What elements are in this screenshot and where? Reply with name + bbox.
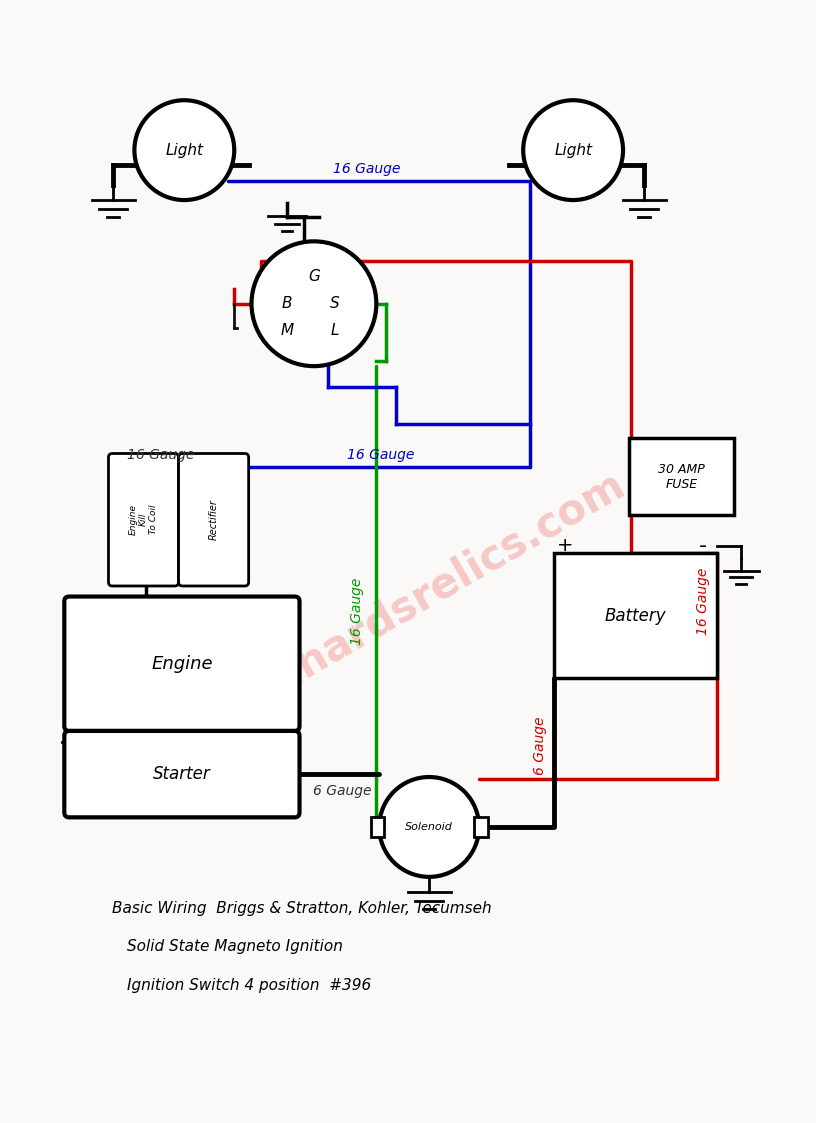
Text: M: M — [281, 323, 294, 338]
Text: 6 Gauge: 6 Gauge — [313, 785, 372, 798]
Bar — [370, 818, 384, 837]
Text: Starter: Starter — [153, 765, 211, 783]
Text: L: L — [330, 323, 339, 338]
Circle shape — [251, 241, 376, 366]
FancyBboxPatch shape — [109, 454, 179, 586]
Text: 16 Gauge: 16 Gauge — [350, 577, 364, 645]
Circle shape — [523, 100, 623, 200]
Text: Battery: Battery — [605, 606, 667, 624]
FancyBboxPatch shape — [179, 454, 249, 586]
Text: Richardsrelics.com: Richardsrelics.com — [227, 463, 632, 721]
Text: +: + — [557, 536, 574, 555]
Text: 16 Gauge: 16 Gauge — [696, 567, 710, 634]
Text: B: B — [282, 296, 292, 311]
Circle shape — [135, 100, 234, 200]
Text: Engine: Engine — [151, 655, 213, 673]
Text: Rectifier: Rectifier — [209, 500, 219, 540]
Bar — [474, 818, 488, 837]
Bar — [629, 438, 734, 515]
Text: 16 Gauge: 16 Gauge — [348, 448, 415, 463]
Text: Basic Wiring  Briggs & Stratton, Kohler, Tecumseh: Basic Wiring Briggs & Stratton, Kohler, … — [113, 901, 492, 916]
FancyBboxPatch shape — [64, 596, 299, 731]
Text: S: S — [330, 296, 339, 311]
FancyBboxPatch shape — [64, 731, 299, 818]
Text: Solid State Magneto Ignition: Solid State Magneto Ignition — [126, 940, 343, 955]
Text: Light: Light — [166, 143, 203, 157]
Circle shape — [379, 777, 479, 877]
Text: Light: Light — [554, 143, 592, 157]
Text: Engine
Kill
To Coil: Engine Kill To Coil — [129, 504, 158, 536]
Text: 16 Gauge: 16 Gauge — [333, 163, 401, 176]
Text: 30 AMP
FUSE: 30 AMP FUSE — [659, 463, 705, 491]
Text: 6 Gauge: 6 Gauge — [533, 716, 547, 775]
Text: Solenoid: Solenoid — [406, 822, 453, 832]
Text: G: G — [308, 270, 320, 284]
Text: -: - — [698, 536, 707, 556]
Bar — [554, 554, 717, 678]
Text: 16 Gauge: 16 Gauge — [126, 448, 194, 463]
Text: Ignition Switch 4 position  #396: Ignition Switch 4 position #396 — [126, 978, 371, 993]
